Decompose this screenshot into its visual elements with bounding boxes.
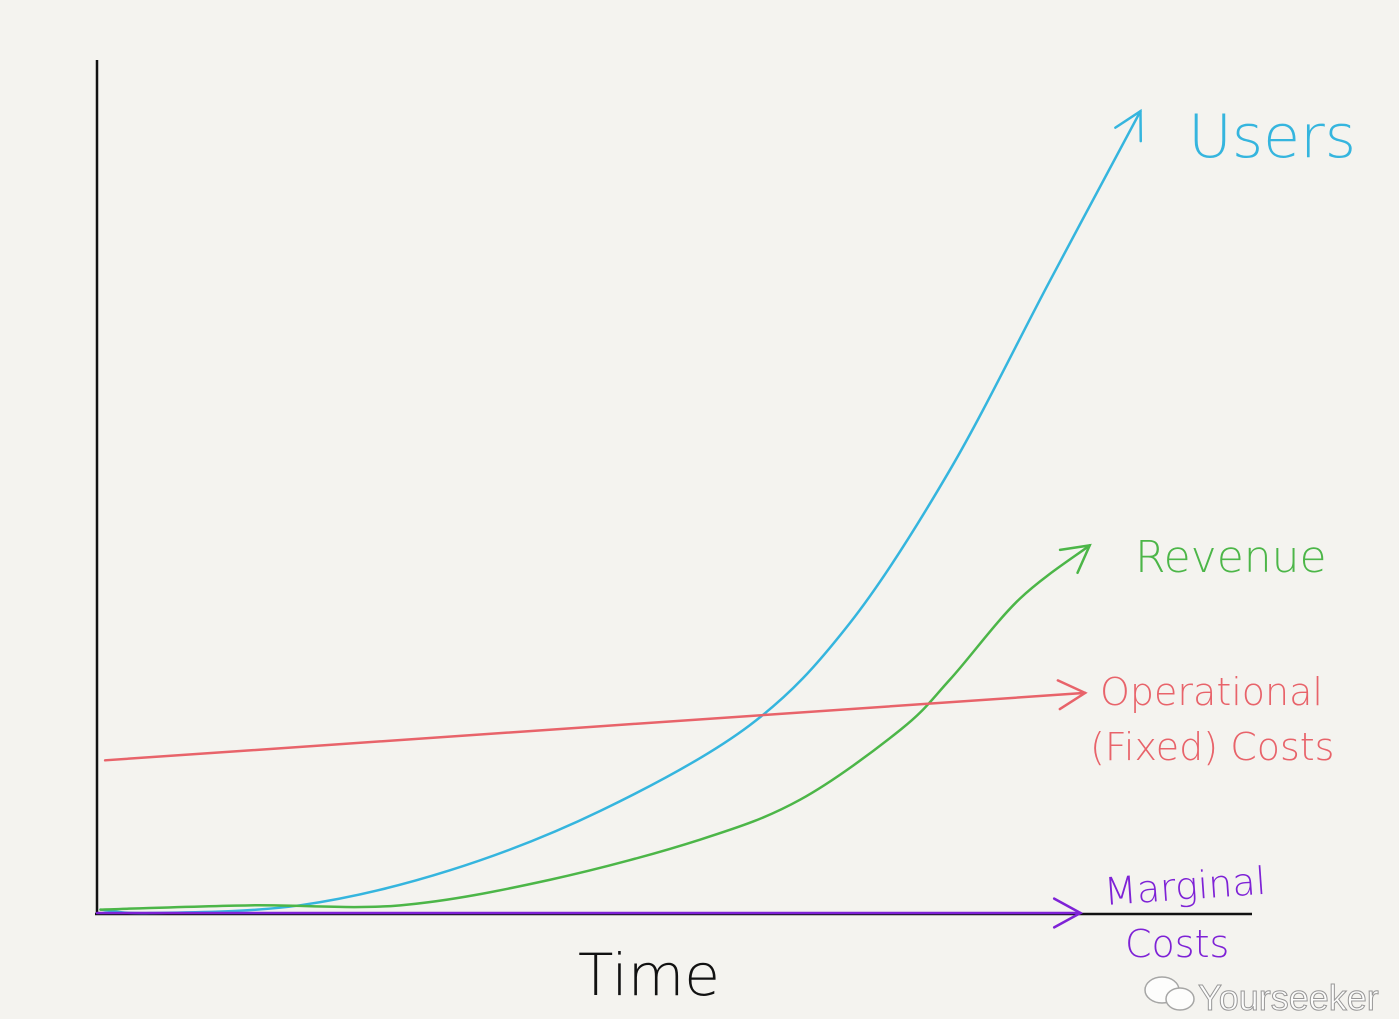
arrowhead-revenue [1058,543,1092,575]
x-axis-label: Time [578,941,720,1009]
series-label-operational-line2: (Fixed) Costs [1090,725,1334,769]
wechat-icon [1144,976,1195,1011]
series-label-marginal-line2: Costs [1125,922,1229,966]
series-label-marginal-line1: Marginal [1103,859,1268,914]
arrowhead-users [1114,108,1142,143]
series-line-revenue [99,544,1091,911]
series-label-revenue: Revenue [1135,532,1327,583]
arrowhead-marginal-costs [1052,897,1084,929]
series-label-operational-line1: Operational [1100,670,1323,714]
watermark: Yourseeker [1144,976,1379,1019]
series-line-operational-fixed-costs [103,691,1087,762]
series-line-users [99,109,1142,915]
series-label-users: Users [1188,102,1356,172]
arrowhead-operational-fixed-costs [1056,679,1088,711]
watermark-text: Yourseeker [1198,977,1379,1018]
